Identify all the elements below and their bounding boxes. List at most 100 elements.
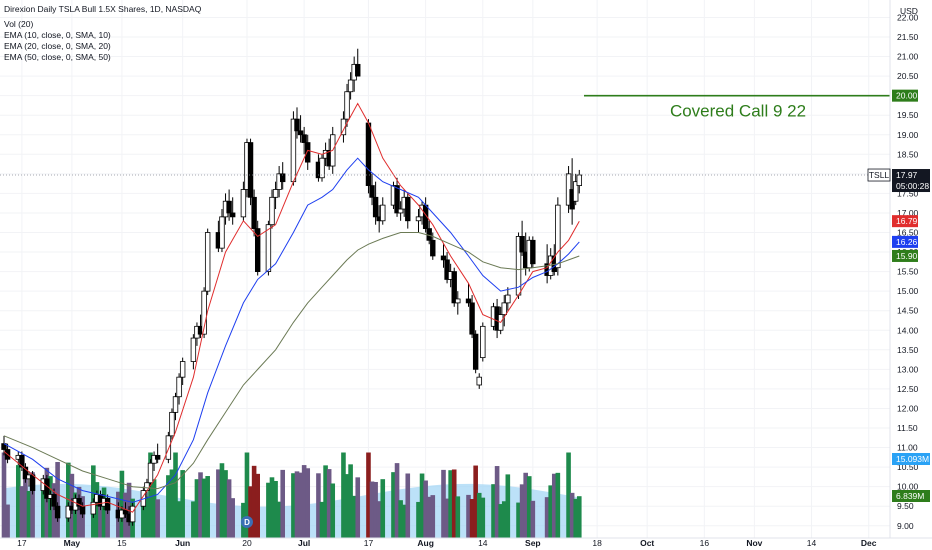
dividend-marker[interactable] <box>240 516 253 528</box>
candle-down <box>426 228 432 241</box>
price-tag-box <box>892 89 918 102</box>
volume-bar <box>44 467 50 538</box>
volume-bar <box>341 452 346 538</box>
indicator-ema50-label[interactable]: EMA (50, close, 0, SMA, 50) <box>4 52 111 62</box>
volume-bar <box>448 470 453 538</box>
symbol-title[interactable]: Direxion Daily TSLA Bull 1.5X Shares, 1D… <box>4 4 202 14</box>
volume-bar <box>301 465 307 538</box>
volume-bar <box>169 469 175 538</box>
dividend-marker-label: D <box>244 518 250 527</box>
volume-bar <box>244 452 250 538</box>
volume-bar <box>466 494 471 538</box>
candle-up <box>455 298 461 304</box>
volume-bar <box>291 473 296 538</box>
volume-tag-box <box>892 453 930 465</box>
indicator-vol-label[interactable]: Vol (20) <box>4 19 34 29</box>
x-tick-label: Dec <box>861 538 877 548</box>
y-tick-label: 17.50 <box>897 188 919 198</box>
candle-up <box>415 216 422 222</box>
candle-down <box>154 454 161 460</box>
candle-down <box>305 142 311 163</box>
covered-call-label[interactable]: Covered Call 9 22 <box>670 102 806 121</box>
candle-up <box>176 376 182 398</box>
volume-bar <box>519 484 525 538</box>
candle-up <box>573 181 579 202</box>
volume-bar <box>441 469 446 538</box>
ema-lines <box>3 102 580 513</box>
volume-bar <box>348 464 353 538</box>
indicator-ema20-label[interactable]: EMA (20, close, 0, SMA, 20) <box>4 41 111 51</box>
volume-bar <box>251 465 257 538</box>
candle-down <box>430 239 436 257</box>
annotations: Covered Call 9 22 D <box>0 94 890 528</box>
y-tick-label: 15.00 <box>897 286 919 296</box>
volume-bar <box>151 479 157 538</box>
indicator-ema10-label[interactable]: EMA (10, close, 0, SMA, 10) <box>4 30 111 40</box>
candle-up <box>340 118 347 136</box>
candle-up <box>555 204 561 269</box>
candle-up <box>90 501 97 515</box>
candle-down <box>440 255 447 261</box>
candle-up <box>576 174 582 186</box>
y-tick-label: 15.50 <box>897 267 919 277</box>
candle-up <box>129 505 136 523</box>
candle-up <box>144 482 150 491</box>
candle-up <box>347 79 354 93</box>
volume-bar <box>201 478 207 538</box>
price-tag-box <box>892 215 918 228</box>
volume-bar <box>530 500 536 538</box>
volume-bar <box>41 479 46 538</box>
currency-label: USD <box>900 6 918 16</box>
volume-bar <box>423 480 428 538</box>
volume-bar <box>405 473 411 538</box>
candle-up <box>169 411 175 437</box>
volume-tag-box <box>892 490 930 502</box>
candle-up <box>269 196 275 226</box>
volume-bar <box>480 497 486 538</box>
y-tick-label: 13.50 <box>897 345 919 355</box>
candle-up <box>397 208 404 214</box>
y-tick-label: 12.00 <box>897 403 919 413</box>
price-tag-box <box>892 235 918 248</box>
y-tick-label: 19.00 <box>897 130 919 140</box>
y-tick-label: 13.00 <box>897 364 919 374</box>
candle-down <box>301 134 307 143</box>
volume-bar <box>491 484 496 538</box>
candle-down <box>122 509 129 515</box>
countdown-tag: 05:00:28 <box>896 181 929 191</box>
candle-down <box>444 259 450 280</box>
y-tick-label: 9.00 <box>897 521 914 531</box>
volume-bar <box>144 496 150 538</box>
last-price-tag-box <box>892 169 930 193</box>
candle-down <box>254 228 261 272</box>
volume-bar <box>298 472 303 538</box>
x-tick-label: 18 <box>592 538 602 548</box>
time-axis[interactable]: 17 May 15 Jun 20 Jul 17 Aug 14 Sep 18 Oct 16 Nov 14 Dec <box>0 537 932 548</box>
volume-bar <box>476 492 482 538</box>
volume-bar <box>280 469 286 538</box>
candle-down <box>394 185 400 214</box>
y-tick-label: 20.50 <box>897 71 919 81</box>
candle-down <box>355 63 361 77</box>
x-tick-label: 17 <box>364 538 374 548</box>
y-tick-label: 12.50 <box>897 384 919 394</box>
volume-bar <box>55 462 60 538</box>
volume-bar <box>105 501 110 538</box>
candle-down <box>104 497 111 511</box>
symbol-tag: TSLL <box>869 170 890 180</box>
candle-up <box>165 435 172 460</box>
y-tick-label: 22.00 <box>897 12 919 22</box>
volume-bar <box>205 476 210 538</box>
volume-bar <box>276 501 282 538</box>
candle-down <box>369 185 375 198</box>
price-axis[interactable]: 9.00 9.50 10.00 10.50 11.00 11.50 12.00 12.50 13… <box>889 0 919 538</box>
volume-bar <box>219 463 225 538</box>
candle-up <box>380 204 386 222</box>
ema-line-1 <box>3 157 580 503</box>
candle-down <box>280 173 286 183</box>
candle-up <box>172 396 179 413</box>
candle-down <box>365 122 372 186</box>
volume-bar <box>548 485 553 538</box>
volume-tag: 15.093M <box>896 454 929 464</box>
